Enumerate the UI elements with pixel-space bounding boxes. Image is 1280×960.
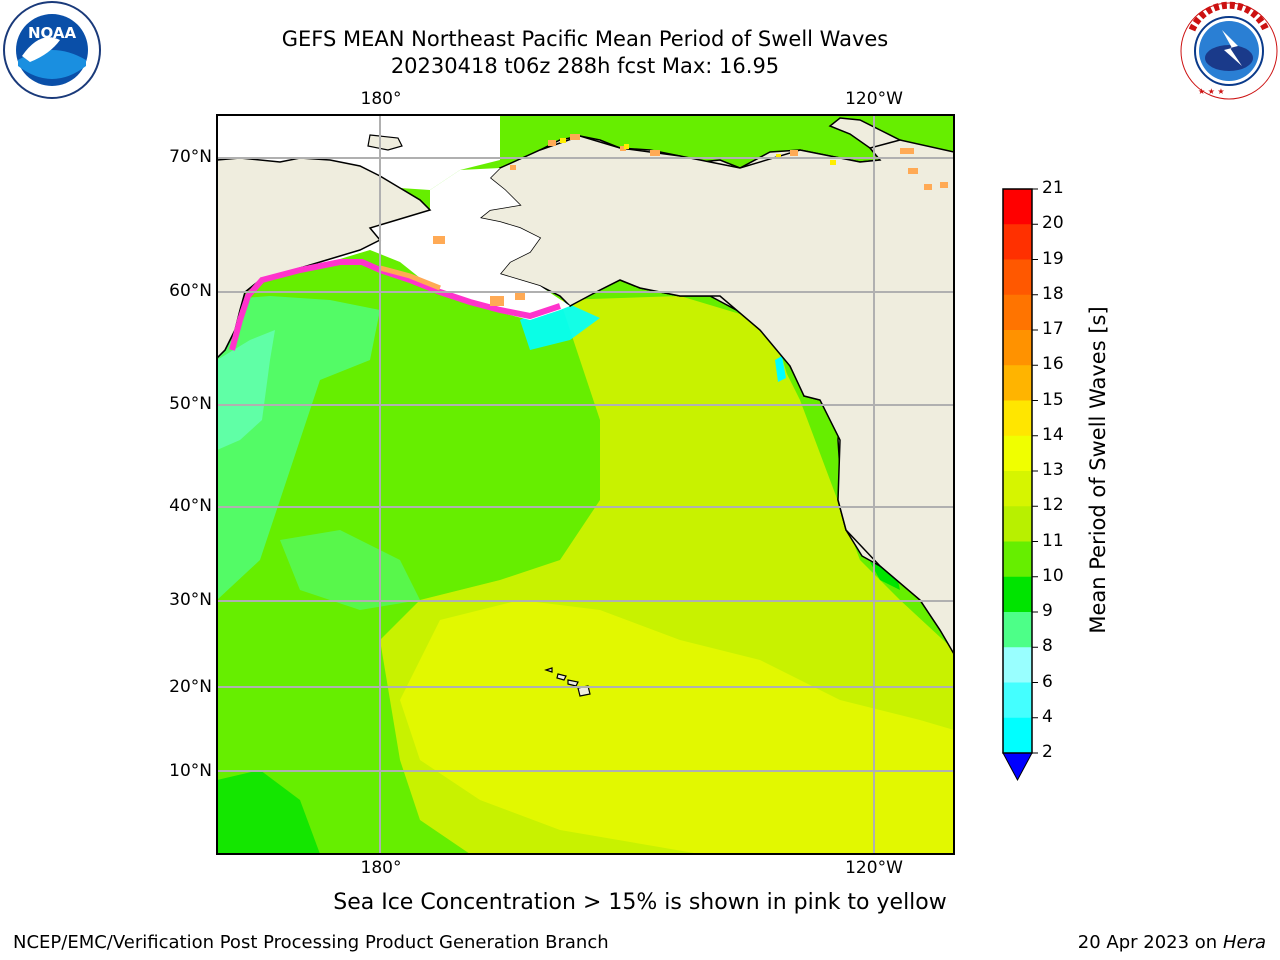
colorbar-tick-label: 16 <box>1042 354 1064 375</box>
colorbar-tick-label: 21 <box>1042 178 1064 198</box>
colorbar-extend-triangle <box>1002 752 1033 782</box>
colorbar-tick-label: 8 <box>1042 636 1053 657</box>
chart-subtitle: 20230418 t06z 288h fcst Max: 16.95 <box>390 54 780 78</box>
colorbar-segment <box>1003 365 1032 401</box>
lat-label-20n: 20°N <box>169 677 212 697</box>
lon-label-top-180: 180° <box>360 89 402 109</box>
arctic-ice-flecks <box>510 134 948 190</box>
chart-title: GEFS MEAN Northeast Pacific Mean Period … <box>281 27 889 51</box>
colorbar-segment <box>1003 471 1032 507</box>
colorbar-segment <box>1003 294 1032 331</box>
svg-text:★ ★ ★: ★ ★ ★ <box>1198 87 1225 96</box>
colorbar-tick-label: 18 <box>1042 283 1064 304</box>
noaa-logo: NOAA <box>3 1 101 99</box>
colorbar-tick-label: 20 <box>1042 213 1064 234</box>
lat-label-70n: 70°N <box>169 147 212 167</box>
colorbar-tick-label: 15 <box>1042 389 1064 410</box>
lat-label-30n: 30°N <box>169 590 212 610</box>
date-text: 20 Apr 2023 on <box>1077 932 1223 953</box>
credit-text: NCEP/EMC/Verification Post Processing Pr… <box>13 932 609 953</box>
map-frame <box>216 114 955 855</box>
lon-label-bottom-120w: 120°W <box>845 858 903 878</box>
graticule <box>217 115 954 854</box>
lat-label-50n: 50°N <box>169 394 212 414</box>
colorbar-segment <box>1003 400 1032 437</box>
colorbar-label: Mean Period of Swell Waves [s] <box>1086 306 1110 634</box>
colorbar-tick-label: 9 <box>1042 601 1053 621</box>
colorbar-segment <box>1003 682 1032 719</box>
colorbar-tick-label: 19 <box>1042 248 1064 269</box>
machine-name: Hera <box>1222 932 1266 953</box>
lat-label-60n: 60°N <box>169 281 212 301</box>
lon-label-top-120w: 120°W <box>845 89 903 109</box>
date-stamp: 20 Apr 2023 on Hera <box>1078 932 1266 953</box>
colorbar-segment <box>1003 506 1032 542</box>
colorbar-segment <box>1003 647 1032 683</box>
noaa-logo-text: NOAA <box>28 24 77 42</box>
sea-ice-edge <box>229 259 561 351</box>
ocean-yellow-region <box>400 600 954 854</box>
hawaii-islands <box>544 667 591 697</box>
colorbar-ticks <box>1032 188 1038 754</box>
colorbar-segment <box>1003 330 1032 366</box>
colorbar-tick-label: 17 <box>1042 319 1064 339</box>
colorbar-segment <box>1003 717 1032 754</box>
nws-logo: ★ ★ ★ <box>1180 1 1278 100</box>
colorbar-segment <box>1003 612 1032 648</box>
colorbar-segment <box>1003 541 1032 578</box>
colorbar-tick-label: 13 <box>1042 460 1064 480</box>
lat-label-40n: 40°N <box>169 496 212 516</box>
lon-label-bottom-180: 180° <box>360 858 402 878</box>
ocean-lightgreen-region <box>217 296 380 600</box>
colorbar-tick-label: 14 <box>1042 424 1064 445</box>
colorbar-segment <box>1003 189 1032 225</box>
colorbar-tick-label: 2 <box>1042 742 1053 762</box>
colorbar-tick-label: 11 <box>1042 530 1064 551</box>
colorbar-segment <box>1003 224 1032 260</box>
colorbar-tick-label: 6 <box>1042 671 1053 692</box>
colorbar-segment <box>1003 576 1032 613</box>
bering-sea-nodata <box>240 168 570 320</box>
colorbar-tick-label: 4 <box>1042 706 1053 727</box>
colorbar-segments <box>1003 189 1032 754</box>
lat-label-10n: 10°N <box>169 761 212 781</box>
colorbar-tick-label: 10 <box>1042 565 1064 586</box>
colorbar-tick-label: 12 <box>1042 495 1064 516</box>
colorbar-segment <box>1003 435 1032 472</box>
sea-ice-note: Sea Ice Concentration > 15% is shown in … <box>333 890 947 915</box>
colorbar-segment <box>1003 259 1032 296</box>
